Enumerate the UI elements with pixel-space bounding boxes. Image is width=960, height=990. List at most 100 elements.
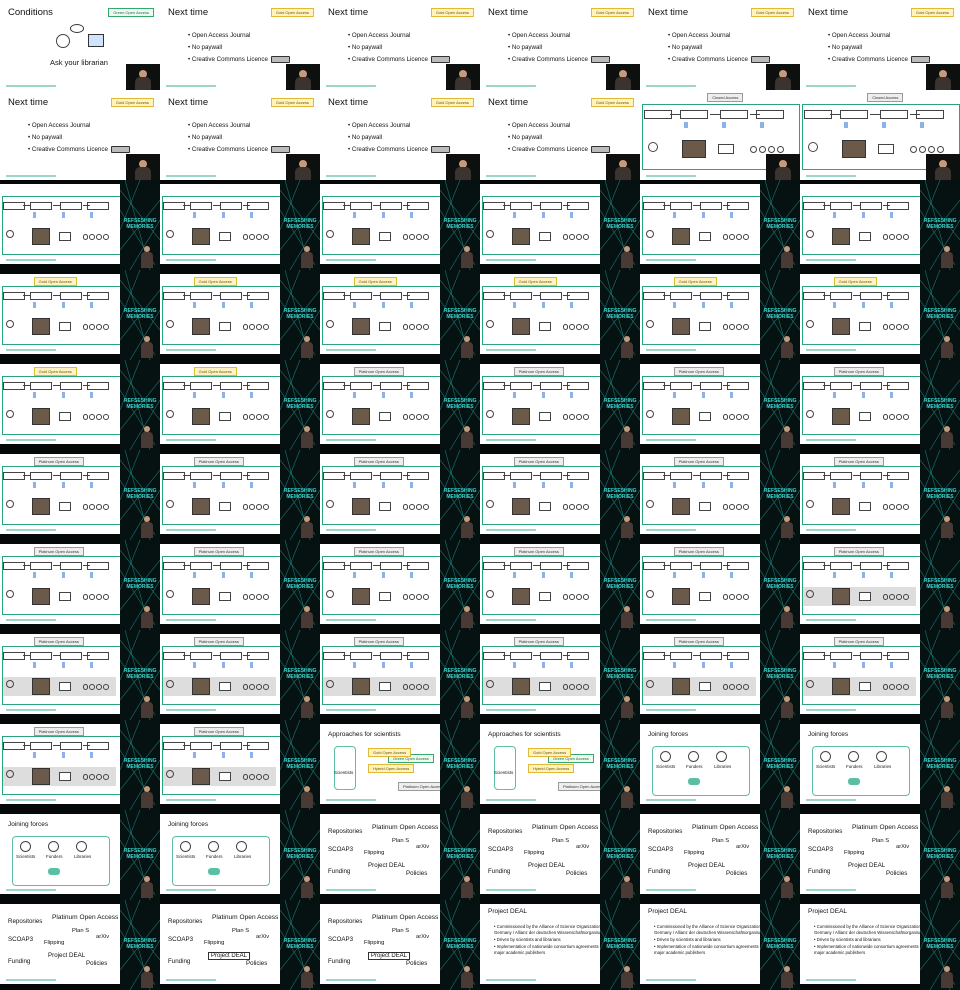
video-frame-11[interactable]: Closed Access [640,90,800,180]
speaker-head [944,246,950,252]
video-frame-52[interactable]: Approaches for scientists Scientists Green… [480,720,640,810]
video-frame-13[interactable]: REFSESHING MEMORIES [0,180,160,270]
video-frame-25[interactable]: Gold Open Access REFSESHING MEMORIES [0,360,160,450]
video-frame-8[interactable]: Next timeOpen Access JournalNo paywallCr… [160,90,320,180]
video-frame-24[interactable]: Gold Open Access REFSESHING MEMORIES [800,270,960,360]
video-frame-4[interactable]: Next timeOpen Access JournalNo paywallCr… [480,0,640,90]
video-frame-43[interactable]: Platinum Open Access REFSESHING MEMORIES [0,630,160,720]
cc-license-icon [910,55,930,63]
video-frame-66[interactable]: Project DEALCommissioned by the Alliance… [800,900,960,990]
video-frame-34[interactable]: Platinum Open Access REFSESHING MEMORIES [480,450,640,540]
network-line [929,669,960,720]
video-frame-55[interactable]: Joining forces Scientists Funders Libraries… [0,810,160,900]
video-frame-32[interactable]: Platinum Open Access REFSESHING MEMORIES [160,450,320,540]
video-frame-33[interactable]: Platinum Open Access REFSESHING MEMORIES [320,450,480,540]
video-frame-36[interactable]: Platinum Open Access REFSESHING MEMORIES [800,450,960,540]
workflow-arrow [22,564,30,566]
video-frame-2[interactable]: Next timeOpen Access JournalNo paywallCr… [160,0,320,90]
video-frame-65[interactable]: Project DEALCommissioned by the Alliance… [640,900,800,990]
video-frame-47[interactable]: Platinum Open Access REFSESHING MEMORIES [640,630,800,720]
video-frame-31[interactable]: Platinum Open Access REFSESHING MEMORIES [0,450,160,540]
document-icon [193,392,196,398]
video-frame-10[interactable]: Next timeOpen Access JournalNo paywallCr… [480,90,640,180]
video-frame-45[interactable]: Platinum Open Access REFSESHING MEMORIES [320,630,480,720]
video-frame-48[interactable]: Platinum Open Access REFSESHING MEMORIES [800,630,960,720]
workflow-arrow [182,204,190,206]
video-frame-3[interactable]: Next timeOpen Access JournalNo paywallCr… [320,0,480,90]
video-frame-30[interactable]: Platinum Open Access REFSESHING MEMORIES [800,360,960,450]
video-frame-14[interactable]: REFSESHING MEMORIES [160,180,320,270]
conference-logo: REFSESHING MEMORIES [124,398,157,410]
oa-type-tag: Gold Open Access [270,98,314,107]
workflow-step [700,471,722,480]
video-frame-5[interactable]: Next timeOpen Access JournalNo paywallCr… [640,0,800,90]
video-frame-44[interactable]: Platinum Open Access REFSESHING MEMORIES [160,630,320,720]
video-frame-18[interactable]: REFSESHING MEMORIES [800,180,960,270]
network-line [280,739,320,791]
video-frame-23[interactable]: Gold Open Access REFSESHING MEMORIES [640,270,800,360]
video-frame-39[interactable]: Platinum Open Access REFSESHING MEMORIES [320,540,480,630]
video-frame-35[interactable]: Platinum Open Access REFSESHING MEMORIES [640,450,800,540]
video-frame-17[interactable]: REFSESHING MEMORIES [640,180,800,270]
network-line [609,939,640,990]
bullet-text: Open Access Journal [511,122,571,129]
person-icon [889,593,895,600]
network-line [280,469,320,521]
video-frame-7[interactable]: Next timeOpen Access JournalNo paywallCr… [0,90,160,180]
workflow-step [163,471,185,480]
video-frame-22[interactable]: Gold Open Access REFSESHING MEMORIES [480,270,640,360]
group-photo [351,498,370,515]
bullet-text: No paywall [191,134,223,141]
conference-logo: REFSESHING MEMORIES [124,938,157,950]
video-frame-21[interactable]: Gold Open Access REFSESHING MEMORIES [320,270,480,360]
person-icon [569,593,575,600]
network-line [600,199,640,251]
person-icon [409,503,415,510]
video-frame-16[interactable]: REFSESHING MEMORIES [480,180,640,270]
video-frame-37[interactable]: Platinum Open Access REFSESHING MEMORIES [0,540,160,630]
video-frame-46[interactable]: Platinum Open Access REFSESHING MEMORIES [480,630,640,720]
video-frame-26[interactable]: Gold Open Access REFSESHING MEMORIES [160,360,320,450]
video-frame-38[interactable]: Platinum Open Access REFSESHING MEMORIES [160,540,320,630]
video-frame-42[interactable]: Platinum Open Access REFSESHING MEMORIES [800,540,960,630]
video-frame-15[interactable]: REFSESHING MEMORIES [320,180,480,270]
workflow-arrow [82,384,90,386]
video-frame-49[interactable]: Platinum Open Access REFSESHING MEMORIES [0,720,160,810]
video-frame-41[interactable]: Platinum Open Access REFSESHING MEMORIES [640,540,800,630]
video-frame-40[interactable]: Platinum Open Access REFSESHING MEMORIES [480,540,640,630]
person-icon [582,503,589,510]
video-frame-28[interactable]: Platinum Open Access REFSESHING MEMORIES [480,360,640,450]
document-icon [890,212,893,218]
person-icon [896,593,902,600]
speaker-figure [940,786,954,808]
slide-title: Next time [488,97,529,108]
video-frame-12[interactable]: Closed Access [800,90,960,180]
video-frame-1[interactable]: Conditions Ask your librarian Green Open A… [0,0,160,90]
video-frame-19[interactable]: Gold Open Access REFSESHING MEMORIES [0,270,160,360]
video-frame-6[interactable]: Next timeOpen Access JournalNo paywallCr… [800,0,960,90]
oa-type-tag: Platinum Open Access [353,637,404,646]
video-frame-54[interactable]: Joining forces Scientists Funders Libraries… [800,720,960,810]
video-frame-20[interactable]: Gold Open Access REFSESHING MEMORIES [160,270,320,360]
video-frame-9[interactable]: Next timeOpen Access JournalNo paywallCr… [320,90,480,180]
slide-footer [486,979,536,981]
video-frame-50[interactable]: Platinum Open Access REFSESHING MEMORIES [160,720,320,810]
video-frame-56[interactable]: Joining forces Scientists Funders Libraries… [160,810,320,900]
workflow-step [247,471,269,480]
speaker-head [944,786,950,792]
video-frame-27[interactable]: Platinum Open Access REFSESHING MEMORIES [320,360,480,450]
term-scoap3: SCOAP3 [488,846,514,853]
video-frame-29[interactable]: Platinum Open Access REFSESHING MEMORIES [640,360,800,450]
video-frame-51[interactable]: Approaches for scientists Scientists Green… [320,720,480,810]
slide-footer [166,979,216,981]
oa-type-tag: Gold Open Access [590,98,634,107]
video-frame-53[interactable]: Joining forces Scientists Funders Libraries… [640,720,800,810]
video-frame-64[interactable]: Project DEALCommissioned by the Alliance… [480,900,640,990]
